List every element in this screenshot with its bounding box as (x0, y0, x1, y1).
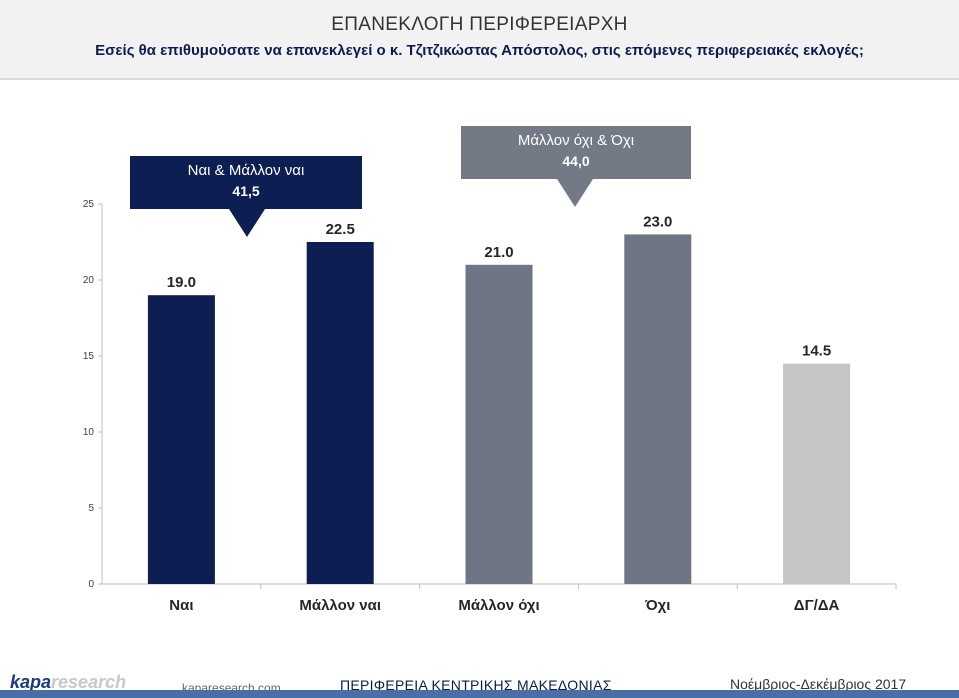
callout-yes-label: Ναι & Μάλλον ναι (187, 162, 305, 179)
bar (465, 264, 533, 584)
callout-yes-total: Ναι & Μάλλον ναι 41,5 (130, 156, 362, 209)
callout-no-arrow (557, 179, 593, 207)
brand-logo: kaparesearch (10, 672, 126, 693)
data-label: 23.0 (643, 213, 672, 230)
survey-period: Νοέμβριος-Δεκέμβριος 2017 (730, 676, 907, 692)
chart-subtitle: Εσείς θα επιθυμούσατε να επανεκλεγεί ο κ… (95, 42, 864, 59)
data-label: 21.0 (484, 244, 513, 261)
bar (306, 242, 374, 584)
callout-yes-arrow (229, 209, 265, 237)
data-label: 14.5 (802, 343, 831, 360)
data-label: 19.0 (167, 274, 196, 291)
y-tick-label: 25 (83, 199, 95, 210)
y-tick-label: 0 (88, 579, 94, 590)
x-tick-label: Μάλλον ναι (299, 597, 381, 614)
y-tick-label: 20 (83, 275, 95, 286)
y-tick-label: 5 (88, 503, 94, 514)
x-tick-label: Ναι (169, 597, 193, 614)
region-label: ΠΕΡΙΦΕΡΕΙΑ ΚΕΝΤΡΙΚΗΣ ΜΑΚΕΔΟΝΙΑΣ (340, 677, 612, 693)
callout-no-total: Μάλλον όχι & Όχι 44,0 (461, 126, 691, 179)
bar (147, 295, 215, 584)
bar (624, 234, 692, 584)
taskbar (0, 690, 959, 698)
logo-main: kapa (10, 672, 52, 692)
data-label: 22.5 (326, 221, 355, 238)
header: ΕΠΑΝΕΚΛΟΓΗ ΠΕΡΙΦΕΡΕΙΑΡΧΗ Εσείς θα επιθυμ… (0, 0, 959, 80)
logo-accent: research (51, 672, 127, 692)
chart-title: ΕΠΑΝΕΚΛΟΓΗ ΠΕΡΙΦΕΡΕΙΑΡΧΗ (331, 14, 628, 35)
x-tick-label: Μάλλον όχι (458, 597, 539, 614)
callout-no-value: 44,0 (562, 153, 590, 169)
y-tick-label: 15 (83, 351, 95, 362)
callout-no-label: Μάλλον όχι & Όχι (517, 132, 635, 149)
callout-yes-value: 41,5 (232, 183, 260, 199)
x-tick-label: ΔΓ/ΔΑ (794, 597, 840, 614)
y-tick-label: 10 (83, 427, 95, 438)
bar (783, 363, 851, 584)
x-tick-label: Όχι (644, 597, 670, 614)
